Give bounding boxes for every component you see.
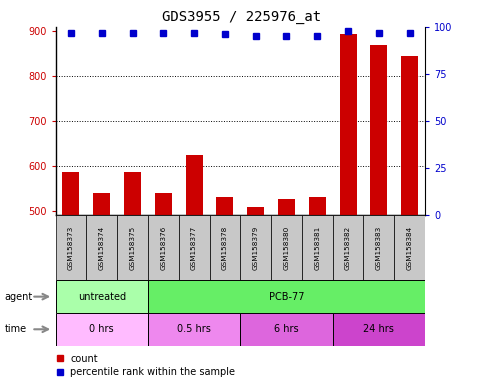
Bar: [333, 313, 425, 346]
Bar: [148, 313, 241, 346]
Text: GSM158381: GSM158381: [314, 225, 320, 270]
Text: count: count: [70, 354, 98, 364]
Bar: [394, 215, 425, 280]
Text: GSM158374: GSM158374: [99, 225, 105, 270]
Bar: [155, 193, 172, 215]
Bar: [340, 34, 356, 215]
Bar: [148, 215, 179, 280]
Text: 0.5 hrs: 0.5 hrs: [177, 324, 211, 334]
Text: GSM158376: GSM158376: [160, 225, 166, 270]
Bar: [333, 215, 364, 280]
Bar: [240, 215, 271, 280]
Text: GSM158373: GSM158373: [68, 225, 74, 270]
Text: 24 hrs: 24 hrs: [363, 324, 394, 334]
Bar: [56, 313, 148, 346]
Bar: [302, 215, 333, 280]
Bar: [179, 215, 210, 280]
Text: GSM158377: GSM158377: [191, 225, 197, 270]
Bar: [210, 215, 240, 280]
Bar: [185, 155, 202, 215]
Text: agent: agent: [5, 291, 33, 302]
Text: GSM158382: GSM158382: [345, 225, 351, 270]
Bar: [117, 215, 148, 280]
Text: GSM158375: GSM158375: [129, 225, 136, 270]
Bar: [370, 45, 387, 215]
Text: GSM158379: GSM158379: [253, 225, 259, 270]
Bar: [401, 56, 418, 215]
Text: percentile rank within the sample: percentile rank within the sample: [70, 367, 235, 377]
Text: 0 hrs: 0 hrs: [89, 324, 114, 334]
Text: GSM158380: GSM158380: [284, 225, 289, 270]
Text: PCB-77: PCB-77: [269, 291, 304, 302]
Bar: [148, 280, 425, 313]
Text: untreated: untreated: [78, 291, 126, 302]
Bar: [124, 172, 141, 215]
Bar: [247, 207, 264, 215]
Bar: [56, 215, 86, 280]
Text: time: time: [5, 324, 27, 334]
Bar: [62, 172, 79, 215]
Bar: [241, 313, 333, 346]
Text: GDS3955 / 225976_at: GDS3955 / 225976_at: [162, 10, 321, 23]
Bar: [271, 215, 302, 280]
Text: 6 hrs: 6 hrs: [274, 324, 299, 334]
Bar: [93, 193, 110, 215]
Bar: [364, 215, 394, 280]
Text: GSM158383: GSM158383: [376, 225, 382, 270]
Bar: [278, 199, 295, 215]
Bar: [309, 197, 326, 215]
Bar: [216, 197, 233, 215]
Text: GSM158378: GSM158378: [222, 225, 228, 270]
Bar: [56, 280, 148, 313]
Text: GSM158384: GSM158384: [407, 225, 412, 270]
Bar: [86, 215, 117, 280]
